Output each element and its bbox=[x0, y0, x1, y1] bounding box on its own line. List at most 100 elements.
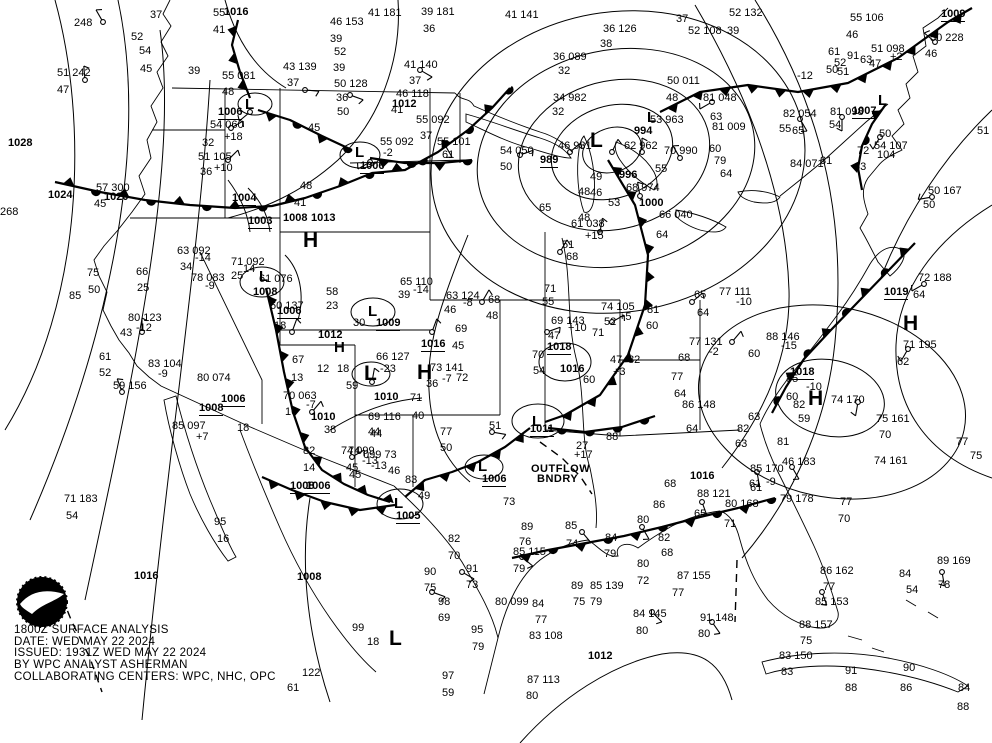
wind-barb bbox=[567, 142, 583, 155]
station-plot: +17 bbox=[574, 449, 593, 461]
isobar-label: 1016 bbox=[224, 6, 249, 18]
station-plot: +18 bbox=[224, 131, 243, 143]
station-plot: 46 bbox=[388, 465, 401, 477]
isobar-line bbox=[350, 297, 396, 327]
station-plot: 62 962 bbox=[624, 140, 658, 152]
low-pressure-center: L bbox=[647, 109, 657, 126]
wind-barb bbox=[689, 292, 705, 305]
station-plot: 39 bbox=[330, 33, 343, 45]
analysis-author: BY WPC ANALYST ASHERMAN bbox=[14, 659, 188, 672]
station-plot: 68 bbox=[661, 547, 674, 559]
station-plot: 82 bbox=[737, 423, 750, 435]
wind-barb bbox=[637, 181, 644, 199]
low-pressure-center: L bbox=[364, 362, 377, 385]
isobar-line bbox=[84, 29, 166, 601]
isobar-line bbox=[519, 652, 733, 743]
station-plot: 85 115 bbox=[513, 546, 546, 558]
cold-front-pip bbox=[465, 462, 477, 473]
geography-outline bbox=[465, 113, 572, 159]
station-plot: 60 137 bbox=[270, 300, 304, 312]
isobar-label: 1012 bbox=[392, 98, 417, 110]
station-plot: 67 bbox=[292, 354, 305, 366]
station-plot: 82 bbox=[448, 533, 461, 545]
cold-front-pip bbox=[738, 504, 751, 515]
cold-front-pip bbox=[375, 506, 388, 515]
station-plot: -8 bbox=[463, 297, 473, 309]
warm-front-pip bbox=[603, 538, 614, 544]
station-plot: 52 bbox=[834, 57, 847, 69]
isobar-line bbox=[284, 254, 302, 321]
cold-front-pip bbox=[637, 216, 648, 228]
cold-front-pip bbox=[331, 472, 342, 483]
analysis-info: 1800Z SURFACE ANALYSIS DATE: WED MAY 22 … bbox=[14, 624, 276, 684]
station-plot: 14 bbox=[303, 462, 316, 474]
station-plot: 68 bbox=[488, 294, 501, 306]
analysis-issued: ISSUED: 1931Z WED MAY 22 2024 bbox=[14, 647, 207, 660]
cold-front-pip bbox=[612, 166, 623, 178]
wind-barb bbox=[82, 65, 90, 83]
geography-outline bbox=[719, 423, 839, 629]
station-plot: 48 bbox=[578, 212, 591, 224]
outflow-boundary-label: OUTFLOW bbox=[531, 463, 591, 475]
geography-outline bbox=[561, 237, 597, 529]
station-plot: 75 bbox=[573, 596, 586, 608]
station-plot: 48 bbox=[486, 310, 499, 322]
station-plot: 54 bbox=[906, 584, 919, 596]
wind-barb bbox=[897, 346, 911, 362]
wind-barb bbox=[938, 569, 945, 587]
station-plot: 71 183 bbox=[64, 493, 98, 505]
wind-barb bbox=[442, 142, 453, 158]
trough-front-line bbox=[539, 441, 593, 495]
isobar-label: 1000 bbox=[639, 197, 664, 209]
station-plot: 61 bbox=[749, 478, 762, 490]
station-plot: 58 bbox=[326, 286, 339, 298]
station-plot: 55 081 bbox=[222, 70, 256, 82]
station-plot: 88 bbox=[957, 701, 970, 713]
cold-front-pip bbox=[377, 159, 390, 168]
isobar-label: 1006 bbox=[482, 473, 507, 487]
low-pressure-center: L bbox=[389, 627, 402, 650]
station-plot: 82 bbox=[658, 532, 671, 544]
station-plot: 61 bbox=[750, 482, 763, 494]
station-plot: 71 195 bbox=[903, 339, 937, 351]
geography-outline bbox=[577, 135, 595, 213]
station-plot: 38 bbox=[600, 38, 613, 50]
station-plot: 32 bbox=[202, 137, 215, 149]
station-plot: 54 050 bbox=[500, 145, 534, 157]
cold-front-pip bbox=[881, 60, 893, 71]
station-plot: 84 145 bbox=[633, 608, 667, 620]
station-plot: 81 bbox=[820, 155, 833, 167]
cold-front-pip bbox=[928, 29, 939, 40]
isobar-line bbox=[351, 361, 391, 387]
station-plot: 84 bbox=[899, 568, 912, 580]
station-plot: 87 155 bbox=[677, 570, 711, 582]
station-plot: -14 bbox=[195, 252, 211, 264]
station-plot: 39 bbox=[727, 25, 740, 37]
warm-front-pip bbox=[766, 497, 777, 505]
cold-front-pip bbox=[317, 133, 329, 144]
station-plot: -12 bbox=[797, 70, 813, 82]
warm-front-pip bbox=[880, 268, 890, 277]
station-plot: 86 bbox=[653, 499, 666, 511]
warm-front-pip bbox=[556, 428, 567, 435]
isobar-label: 989 bbox=[540, 154, 559, 168]
station-plot: 77 bbox=[956, 436, 969, 448]
station-plot: 85 139 bbox=[590, 580, 624, 592]
station-plot: 55 bbox=[779, 123, 792, 135]
station-plot: 79 bbox=[590, 596, 603, 608]
station-plot: 71 bbox=[724, 518, 737, 530]
low-pressure-center: L bbox=[532, 413, 542, 430]
station-plot: 69 143 bbox=[551, 315, 585, 327]
station-plot: 36 126 bbox=[603, 23, 637, 35]
isobar-label: 1009 bbox=[941, 8, 966, 22]
station-plot: 65 bbox=[539, 202, 552, 214]
station-plot: 65 bbox=[792, 125, 805, 137]
station-plot: 61 bbox=[99, 351, 112, 363]
station-plot: 74 bbox=[566, 538, 579, 550]
station-plot: 48 bbox=[666, 92, 679, 104]
station-plot: 51 242 bbox=[57, 67, 91, 79]
station-plot: 97 bbox=[442, 670, 455, 682]
wind-barb bbox=[639, 137, 648, 155]
isobar-line bbox=[538, 342, 592, 382]
